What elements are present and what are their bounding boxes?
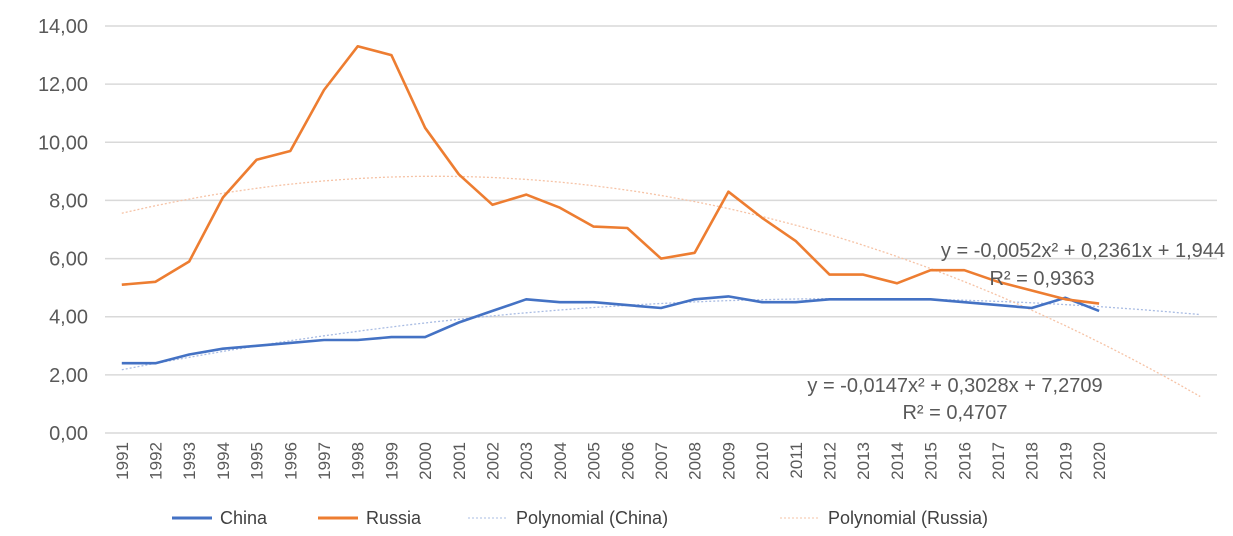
china-trend-r2: R² = 0,9363	[989, 268, 1094, 290]
y-axis-ticks: 0,00 2,00 4,00 6,00 8,00 10,00 12,00 14,00	[38, 16, 88, 445]
x-tick-label: 1998	[349, 442, 368, 480]
y-tick-label: 14,00	[38, 16, 88, 38]
x-tick-label: 2016	[955, 442, 974, 480]
x-tick-label: 2008	[686, 442, 705, 480]
x-tick-label: 2001	[450, 442, 469, 480]
russia-trend-r2: R² = 0,4707	[902, 402, 1007, 424]
legend: China Russia Polynomial (China) Polynomi…	[172, 508, 988, 528]
x-tick-label: 1991	[113, 442, 132, 480]
x-tick-label: 2014	[888, 442, 907, 480]
x-tick-label: 2003	[517, 442, 536, 480]
series-lines	[121, 44, 1100, 365]
x-tick-label: 2002	[484, 442, 503, 480]
x-tick-label: 1992	[147, 442, 166, 480]
y-tick-label: 10,00	[38, 132, 88, 154]
x-tick-label: 1996	[281, 442, 300, 480]
x-tick-label: 2006	[618, 442, 637, 480]
x-tick-label: 2005	[585, 442, 604, 480]
x-tick-label: 2012	[820, 442, 839, 480]
china-trend-equation: y = -0,0052x² + 0,2361x + 1,944	[941, 240, 1225, 262]
series-line-russia	[121, 44, 1100, 305]
x-tick-label: 1995	[248, 442, 267, 480]
gridlines	[105, 25, 1217, 434]
x-tick-label: 1994	[214, 442, 233, 480]
legend-label-poly-russia: Polynomial (Russia)	[828, 508, 988, 528]
x-tick-label: 2019	[1056, 442, 1075, 480]
x-tick-label: 2009	[719, 442, 738, 480]
x-tick-label: 2010	[753, 442, 772, 480]
series-line-china	[121, 295, 1100, 365]
y-tick-label: 12,00	[38, 74, 88, 96]
y-tick-label: 2,00	[49, 365, 88, 387]
x-tick-label: 2013	[854, 442, 873, 480]
legend-label-poly-china: Polynomial (China)	[516, 508, 668, 528]
x-tick-label: 1993	[180, 442, 199, 480]
y-tick-label: 6,00	[49, 249, 88, 271]
x-tick-label: 2007	[652, 442, 671, 480]
x-tick-label: 2000	[416, 442, 435, 480]
legend-label-russia: Russia	[366, 508, 422, 528]
x-tick-label: 2015	[922, 442, 941, 480]
x-tick-label: 2004	[551, 442, 570, 480]
x-tick-label: 1999	[382, 442, 401, 480]
x-tick-label: 2020	[1090, 442, 1109, 480]
legend-label-china: China	[220, 508, 268, 528]
y-tick-label: 0,00	[49, 423, 88, 445]
x-tick-label: 2011	[787, 442, 806, 479]
y-tick-label: 8,00	[49, 190, 88, 212]
y-tick-label: 4,00	[49, 307, 88, 329]
trendline-labels: y = -0,0052x² + 0,2361x + 1,944 R² = 0,9…	[807, 240, 1225, 424]
russia-trend-equation: y = -0,0147x² + 0,3028x + 7,2709	[807, 375, 1102, 397]
x-tick-label: 1997	[315, 442, 334, 480]
x-tick-label: 2018	[1023, 442, 1042, 480]
x-axis-ticks: 1991 1992 1993 1994 1995 1996 1997 1998 1999 2000…	[113, 442, 1109, 480]
x-tick-label: 2017	[989, 442, 1008, 480]
